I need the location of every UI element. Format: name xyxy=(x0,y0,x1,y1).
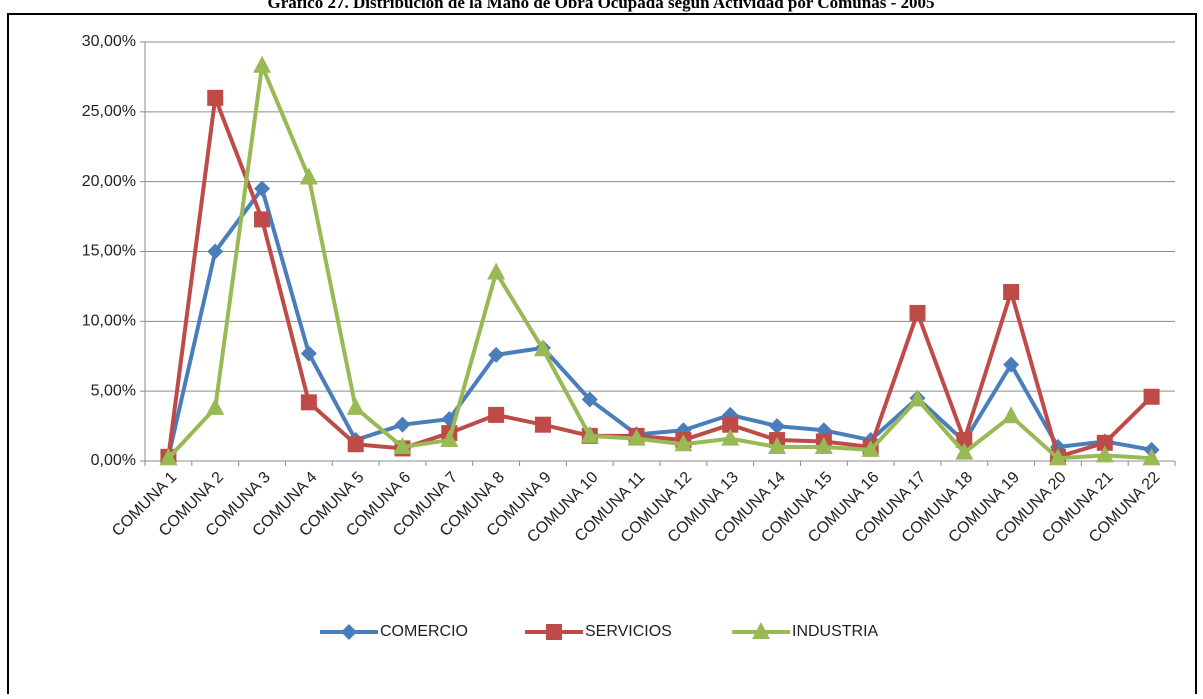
legend-label: SERVICIOS xyxy=(585,623,672,640)
data-point xyxy=(534,416,551,433)
legend-marker xyxy=(341,624,357,640)
data-point xyxy=(1003,356,1020,373)
legend-marker xyxy=(546,624,562,640)
data-point xyxy=(300,394,317,411)
data-point xyxy=(769,418,786,435)
data-point xyxy=(814,437,833,455)
data-point xyxy=(393,437,412,455)
y-tick-label: 5,00% xyxy=(91,382,136,399)
data-point xyxy=(487,262,506,280)
data-point xyxy=(440,430,459,448)
data-point xyxy=(347,436,364,453)
series-line xyxy=(166,95,1153,459)
data-point xyxy=(1142,448,1161,466)
data-point xyxy=(721,428,740,446)
data-point xyxy=(627,428,646,446)
data-point xyxy=(488,346,505,363)
data-point xyxy=(254,180,271,197)
data-point xyxy=(253,55,272,73)
data-point xyxy=(1143,388,1160,405)
y-tick-label: 25,00% xyxy=(82,103,136,120)
data-point xyxy=(768,437,787,455)
y-tick-label: 0,00% xyxy=(91,452,136,469)
series-line xyxy=(166,186,1152,458)
legend-marker xyxy=(752,622,770,639)
data-point xyxy=(1095,445,1114,463)
data-point xyxy=(1048,448,1067,466)
data-point xyxy=(346,397,365,415)
y-tick-label: 20,00% xyxy=(82,173,136,190)
legend-label: INDUSTRIA xyxy=(792,623,879,640)
series-line xyxy=(166,63,1152,461)
y-tick-label: 30,00% xyxy=(82,33,136,50)
data-point xyxy=(207,89,224,106)
data-point xyxy=(394,416,411,433)
data-point xyxy=(300,345,317,362)
data-point xyxy=(1003,284,1020,301)
data-point xyxy=(580,425,599,443)
data-point xyxy=(299,167,318,185)
data-point xyxy=(533,339,552,357)
legend-label: COMERCIO xyxy=(380,623,468,640)
data-point xyxy=(1002,406,1021,424)
y-tick-label: 15,00% xyxy=(82,243,136,260)
data-point xyxy=(254,211,271,228)
chart-title: Gráfico 27. Distribución de la Mano de O… xyxy=(268,0,935,12)
data-point xyxy=(861,439,880,457)
data-point xyxy=(955,442,974,460)
data-point xyxy=(956,432,973,449)
data-point xyxy=(488,406,505,423)
data-point xyxy=(581,391,598,408)
data-point xyxy=(722,416,739,433)
data-point xyxy=(207,243,224,260)
chart-border xyxy=(7,13,1197,699)
data-point xyxy=(674,434,693,452)
data-point xyxy=(908,389,927,407)
y-tick-label: 10,00% xyxy=(82,313,136,330)
data-point xyxy=(909,304,926,321)
data-point xyxy=(1096,434,1113,451)
data-point xyxy=(159,448,178,466)
data-point xyxy=(206,397,225,415)
